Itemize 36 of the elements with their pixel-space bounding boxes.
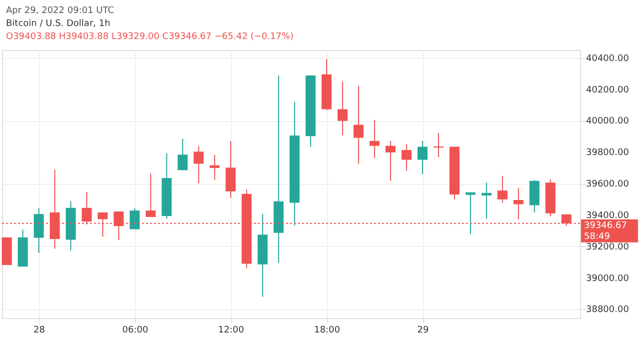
candlestick (513, 188, 524, 220)
y-tick-label: 39000.00 (586, 274, 630, 284)
chart-title: Bitcoin / U.S. Dollar, 1h (6, 19, 110, 29)
candlestick (146, 172, 156, 218)
candlestick (370, 119, 380, 158)
candlestick (481, 182, 492, 220)
candlestick (434, 132, 444, 158)
candlestick (402, 144, 412, 172)
text: Apr 29, 2022 09:01 UTC (6, 6, 114, 16)
candlestick (354, 85, 364, 164)
candlestick (338, 81, 348, 136)
text: 58:49 (584, 232, 610, 242)
y-tick-label: 39400.00 (586, 210, 630, 221)
y-tick-label: 40000.00 (586, 116, 630, 127)
candlestick (226, 140, 236, 198)
y-tick-label: 39600.00 (586, 180, 630, 190)
candlestick (465, 192, 476, 235)
candlestick (210, 154, 220, 180)
x-tick-label: 28 (34, 326, 46, 336)
x-tick-label: 12:00 (218, 326, 244, 336)
x-tick-label: 18:00 (314, 326, 340, 336)
candlestick (418, 140, 428, 175)
y-tick-label: 39800.00 (586, 148, 630, 158)
y-tick-label: 40200.00 (586, 85, 630, 96)
x-tick-label: 06:00 (122, 326, 148, 336)
y-tick-label: 40400.00 (586, 54, 630, 64)
candlestick (194, 146, 204, 184)
candlestick (497, 175, 508, 204)
candlestick (34, 208, 44, 254)
ref-line-label: 39346.67 (584, 220, 627, 231)
y-tick-label: 38800.00 (586, 305, 630, 316)
candlestick (178, 138, 188, 171)
y-tick-label: 39200.00 (586, 242, 630, 252)
candlestick (386, 140, 396, 182)
x-tick-label: 29 (417, 326, 430, 336)
chart-subtitle: O39403.88 H39403.88 L39329.00 C39346.67 −65.42 (−0.17%) (6, 32, 294, 42)
